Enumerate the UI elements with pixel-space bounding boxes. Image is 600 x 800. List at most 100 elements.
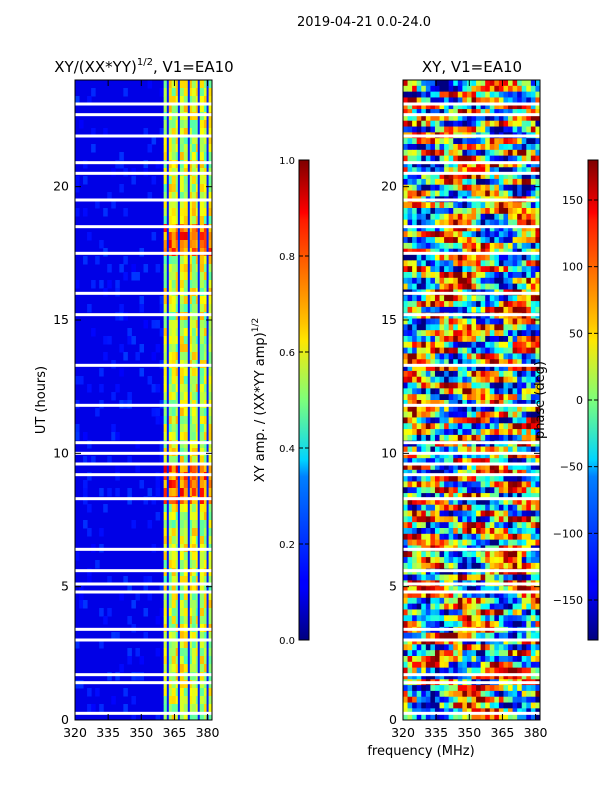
phase-cell	[453, 510, 459, 517]
phase-cell	[471, 277, 477, 285]
phase-cell	[457, 446, 463, 453]
phase-cell	[494, 155, 500, 162]
phase-cell	[489, 632, 495, 640]
amplitude-cell	[187, 152, 193, 161]
phase-cell	[448, 91, 454, 98]
amplitude-cell	[119, 184, 124, 193]
amplitude-cell	[187, 408, 193, 417]
amplitude-cell	[187, 480, 193, 489]
amplitude-cell	[131, 696, 136, 705]
phase-cell	[466, 388, 472, 395]
phase-cell	[494, 487, 500, 494]
phase-cell	[466, 621, 472, 628]
amplitude-cell	[171, 368, 177, 377]
phase-cell	[508, 376, 514, 384]
phase-cell	[430, 702, 436, 709]
phase-cell	[526, 597, 532, 605]
phase-cell	[407, 702, 413, 709]
amplitude-cell	[203, 672, 209, 681]
amplitude-cell	[179, 200, 185, 209]
phase-cell	[434, 359, 441, 366]
x-tick-label: 320	[391, 725, 415, 740]
phase-cell	[517, 341, 523, 349]
phase-cell	[526, 510, 532, 517]
amplitude-cell	[203, 512, 209, 521]
phase-cell	[498, 516, 504, 523]
phase-cell	[471, 516, 477, 523]
phase-cell	[480, 336, 486, 343]
phase-cell	[498, 254, 504, 261]
amplitude-cell	[207, 352, 212, 361]
phase-cell	[480, 615, 486, 622]
phase-cell	[462, 714, 468, 720]
phase-cell	[485, 295, 491, 302]
phase-cell	[535, 458, 540, 465]
phase-cell	[471, 638, 477, 645]
phase-cell	[430, 557, 436, 564]
phase-cell	[489, 208, 495, 215]
phase-cell	[471, 533, 477, 541]
amplitude-cell	[179, 336, 185, 345]
phase-cell	[466, 161, 472, 168]
phase-cell	[434, 370, 441, 378]
phase-cell	[403, 91, 409, 98]
phase-cell	[530, 481, 536, 488]
phase-cell	[453, 603, 459, 610]
phase-cell	[526, 446, 532, 453]
phase-cell	[434, 283, 441, 290]
amplitude-cell	[199, 280, 205, 289]
phase-cell	[403, 661, 409, 669]
amplitude-cell	[167, 384, 173, 393]
phase-cell	[430, 481, 436, 488]
phase-cell	[425, 452, 431, 459]
phase-cell	[439, 411, 445, 418]
phase-cell	[444, 138, 450, 145]
amplitude-cell	[167, 376, 173, 385]
phase-cell	[453, 434, 459, 442]
amplitude-cell	[179, 216, 185, 225]
phase-cell	[503, 219, 509, 226]
phase-cell	[434, 452, 441, 459]
phase-cell	[530, 417, 536, 424]
phase-cell	[439, 481, 445, 488]
phase-cell	[494, 97, 500, 104]
phase-cell	[535, 376, 540, 384]
phase-cell	[498, 370, 504, 378]
amplitude-cell	[179, 504, 185, 513]
phase-cell	[476, 382, 482, 389]
amplitude-cell	[163, 224, 169, 233]
phase-cell	[462, 586, 468, 593]
phase-cell	[521, 242, 527, 250]
amplitude-cell	[187, 120, 193, 129]
amplitude-cell	[179, 184, 185, 193]
phase-cell	[498, 341, 504, 349]
phase-cell	[526, 464, 532, 471]
phase-cell	[512, 400, 518, 407]
phase-cell	[476, 190, 482, 197]
phase-cell	[485, 574, 491, 581]
phase-cell	[462, 400, 468, 407]
phase-cell	[407, 522, 413, 529]
phase-cell	[471, 615, 477, 622]
amplitude-cell	[123, 688, 128, 697]
phase-cell	[521, 615, 527, 622]
phase-cell	[535, 469, 540, 477]
phase-cell	[503, 382, 509, 389]
phase-cell	[430, 120, 436, 128]
phase-cell	[512, 330, 518, 337]
phase-cell	[416, 417, 422, 424]
phase-cell	[421, 85, 427, 93]
phase-cell	[530, 458, 536, 465]
phase-cell	[444, 632, 450, 640]
amplitude-cell	[159, 328, 165, 337]
amplitude-cell	[191, 320, 197, 329]
phase-cell	[430, 114, 436, 122]
phase-cell	[407, 504, 413, 512]
phase-cell	[471, 167, 477, 174]
phase-cell	[425, 708, 431, 715]
phase-cell	[480, 673, 486, 680]
phase-cell	[498, 522, 504, 529]
phase-cell	[476, 120, 482, 128]
phase-cell	[462, 696, 468, 704]
